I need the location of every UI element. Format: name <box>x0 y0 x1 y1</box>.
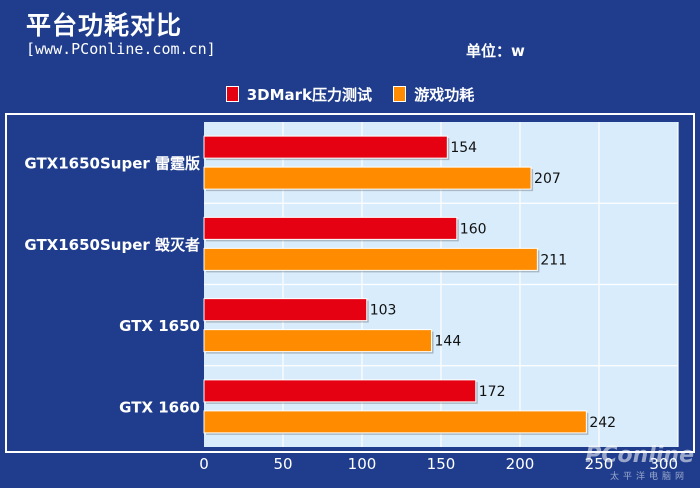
legend-item-stress: 3DMark压力测试 <box>225 84 373 105</box>
data-label-0-0: 154 <box>450 140 477 156</box>
chart-border <box>5 113 695 453</box>
data-label-1-3: 242 <box>589 415 616 431</box>
x-tick-label-200: 200 <box>506 455 535 473</box>
bar-0-3 <box>203 379 477 403</box>
category-label-0: GTX1650Super 雷霆版 <box>24 155 200 173</box>
bar-1-0 <box>203 166 532 190</box>
x-tick-label-0: 0 <box>199 455 209 473</box>
category-label-2: GTX 1650 <box>119 317 200 335</box>
data-label-0-2: 103 <box>370 303 397 319</box>
bar-1-3 <box>203 410 587 434</box>
x-tick-label-50: 50 <box>273 455 292 473</box>
legend-swatch-game <box>393 86 407 102</box>
data-label-1-2: 144 <box>435 334 462 350</box>
x-tick-label-250: 250 <box>585 455 614 473</box>
legend-item-game: 游戏功耗 <box>393 84 474 105</box>
bar-0-1 <box>203 216 458 240</box>
category-label-1: GTX1650Super 毁灭者 <box>24 236 200 254</box>
data-label-1-0: 207 <box>534 171 561 187</box>
legend-label-game: 游戏功耗 <box>414 86 475 104</box>
legend: 3DMark压力测试 游戏功耗 <box>0 84 700 105</box>
x-tick-label-300: 300 <box>649 455 678 473</box>
data-label-1-1: 211 <box>540 252 567 268</box>
source-label: [www.PConline.com.cn] <box>26 40 216 58</box>
category-label-3: GTX 1660 <box>119 398 200 416</box>
data-label-0-1: 160 <box>460 221 487 237</box>
x-tick-label-100: 100 <box>348 455 377 473</box>
watermark-subtitle: 太平洋电脑网 <box>609 472 688 482</box>
bar-1-2 <box>203 329 433 353</box>
chart-title: 平台功耗对比 <box>26 11 183 40</box>
x-tick-label-150: 150 <box>427 455 456 473</box>
unit-label: 单位：w <box>466 42 525 60</box>
bar-1-1 <box>203 247 538 271</box>
data-label-0-3: 172 <box>479 384 506 400</box>
bar-0-0 <box>203 135 448 159</box>
legend-label-stress: 3DMark压力测试 <box>246 86 373 104</box>
watermark-logo: PConline <box>585 443 694 468</box>
legend-swatch-stress <box>225 86 239 102</box>
bar-0-2 <box>203 298 368 322</box>
